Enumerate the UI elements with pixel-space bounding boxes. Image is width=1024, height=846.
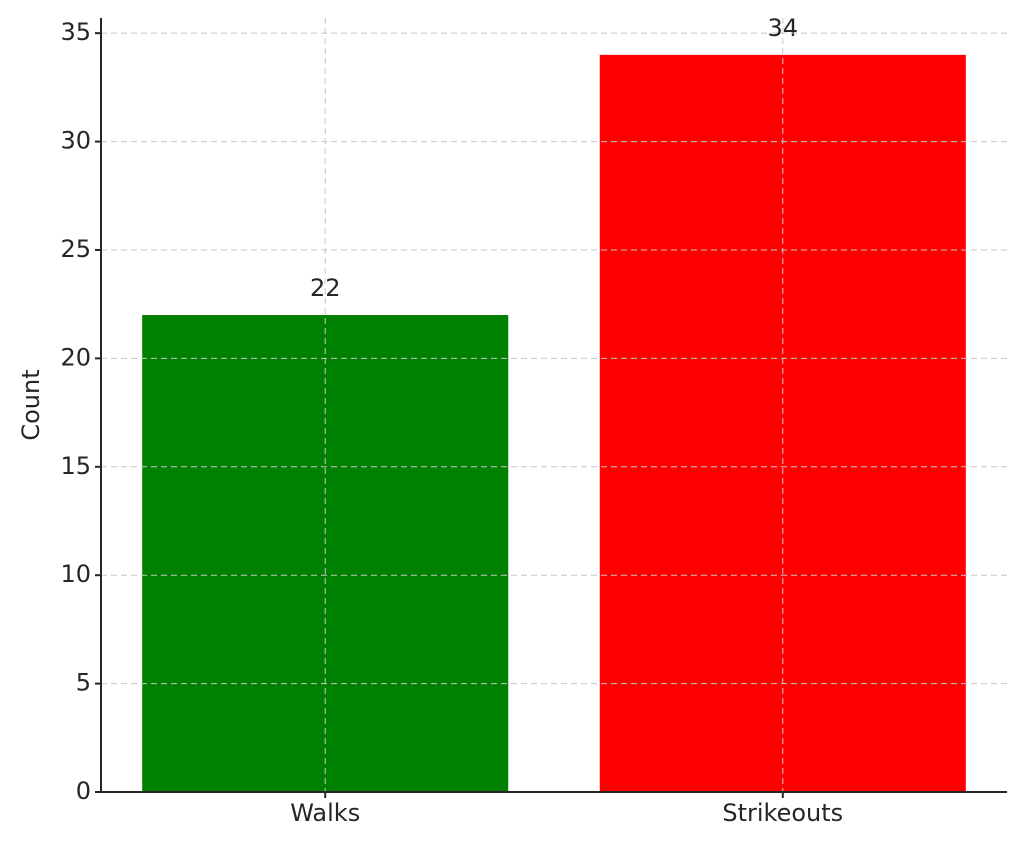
y-tick-label: 5 bbox=[76, 669, 91, 697]
x-tick-label: Strikeouts bbox=[722, 799, 843, 827]
y-tick-label: 25 bbox=[60, 235, 91, 263]
y-tick-label: 35 bbox=[60, 18, 91, 46]
y-tick-label: 0 bbox=[76, 777, 91, 805]
y-tick-label: 15 bbox=[60, 452, 91, 480]
y-tick-label: 30 bbox=[60, 127, 91, 155]
y-tick-label: 20 bbox=[60, 343, 91, 371]
y-axis-label: Count bbox=[17, 369, 45, 440]
x-tick-label: Walks bbox=[290, 799, 360, 827]
y-tick-label: 10 bbox=[60, 560, 91, 588]
